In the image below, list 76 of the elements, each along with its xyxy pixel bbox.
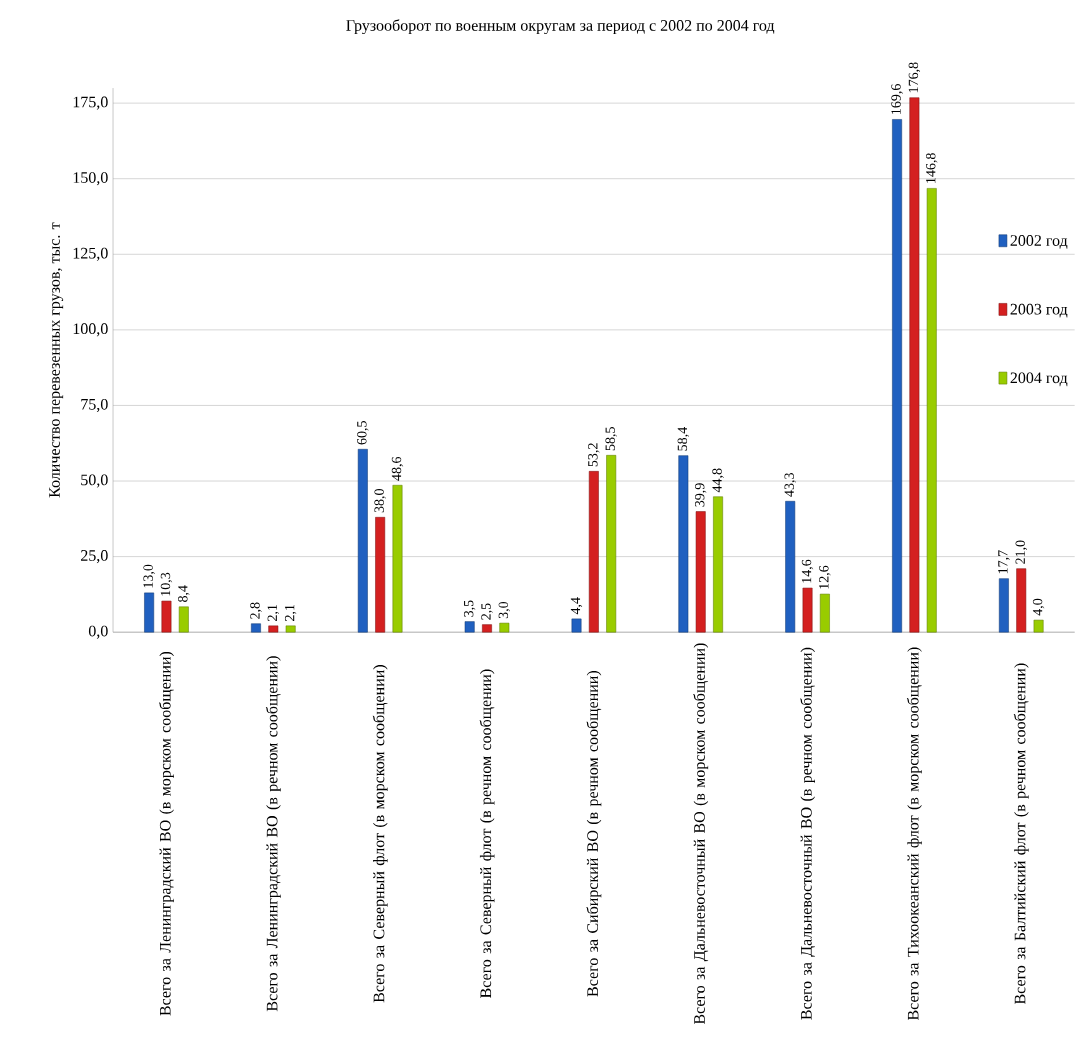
legend-label: 2003 год xyxy=(1010,303,1068,318)
bar xyxy=(482,624,492,633)
bar xyxy=(285,625,296,633)
bar xyxy=(892,119,902,633)
data-label: 14,6 xyxy=(801,559,814,583)
y-axis-title: Количество перевезенных грузов, тыс. т xyxy=(49,222,64,498)
bar xyxy=(357,448,368,633)
y-tick-label: 75,0 xyxy=(81,398,108,412)
bar xyxy=(588,470,599,633)
data-label: 44,8 xyxy=(712,468,724,493)
x-tick-label: Всего за Северный флот (в морском сообщении) xyxy=(372,664,388,1003)
data-label: 146,8 xyxy=(926,152,938,183)
data-label: 2,8 xyxy=(250,602,262,619)
x-tick-label: Всего за Дальневосточный ВО (в речном сообщении) xyxy=(800,647,815,1020)
bar xyxy=(909,97,920,633)
bar xyxy=(606,454,617,633)
bar xyxy=(1033,619,1044,633)
bar xyxy=(819,593,830,633)
data-label: 39,9 xyxy=(694,483,707,507)
y-tick-label: 100,0 xyxy=(73,323,108,337)
y-tick-label: 175,0 xyxy=(73,96,108,110)
chart-title: Грузооборот по военным округам за период с 2002 по 2004 год xyxy=(346,19,775,34)
bar xyxy=(926,187,937,633)
data-label: 38,0 xyxy=(374,488,386,513)
data-label: 21,0 xyxy=(1015,540,1027,564)
data-label: 58,4 xyxy=(677,426,690,451)
bar xyxy=(144,592,155,633)
bar xyxy=(464,621,475,633)
data-label: 4,4 xyxy=(570,597,583,615)
data-label: 58,5 xyxy=(605,426,617,451)
bar xyxy=(251,623,261,633)
data-label: 176,8 xyxy=(908,62,921,93)
x-tick-label: Всего за Тихоокеанский флот (в морском сообщении) xyxy=(906,647,922,1020)
bar xyxy=(268,625,279,633)
bar xyxy=(1016,568,1027,633)
bar xyxy=(499,622,510,633)
legend-label: 2004 год xyxy=(1010,372,1068,387)
data-label: 3,5 xyxy=(463,600,476,617)
data-label: 10,3 xyxy=(160,572,173,596)
bar xyxy=(392,484,403,633)
data-label: 3,0 xyxy=(498,601,511,619)
bar xyxy=(571,618,582,633)
bar xyxy=(785,500,796,633)
x-tick-label: Всего за Балтийский флот (в речном сообщении) xyxy=(1013,663,1029,1004)
bar xyxy=(998,578,1009,633)
data-label: 60,5 xyxy=(357,420,369,445)
x-tick-label: Всего за Ленинградский ВО (в морском сообщении) xyxy=(159,651,174,1016)
bar xyxy=(695,511,706,633)
data-label: 8,4 xyxy=(178,585,190,602)
data-label: 53,2 xyxy=(588,443,600,467)
bar xyxy=(678,455,689,633)
y-tick-label: 25,0 xyxy=(81,549,108,564)
bar xyxy=(161,600,172,633)
data-label: 2,1 xyxy=(284,604,297,621)
legend-label: 2002 год xyxy=(1010,234,1068,249)
data-label: 48,6 xyxy=(391,456,404,481)
y-tick-label: 50,0 xyxy=(81,474,108,488)
data-label: 4,0 xyxy=(1032,598,1045,616)
data-label: 2,1 xyxy=(267,604,280,621)
x-tick-label: Всего за Дальневосточный ВО (в морском сообщении) xyxy=(693,643,709,1024)
x-tick-label: Всего за Ленинградский ВО (в речном сообщении) xyxy=(265,656,281,1012)
bar xyxy=(375,516,386,633)
y-tick-label: 125,0 xyxy=(73,247,108,261)
y-tick-label: 0,0 xyxy=(88,625,108,639)
data-label: 2,5 xyxy=(481,603,493,620)
x-tick-label: Всего за Северный флот (в речном сообщении) xyxy=(479,669,495,998)
bar xyxy=(713,496,723,633)
data-label: 17,7 xyxy=(998,550,1010,574)
data-label: 12,6 xyxy=(819,565,831,589)
bar xyxy=(178,606,189,633)
x-tick-label: Всего за Сибирский ВО (в речном сообщении) xyxy=(586,670,602,997)
y-tick-label: 150,0 xyxy=(73,172,108,186)
data-label: 13,0 xyxy=(143,564,155,588)
data-label: 169,6 xyxy=(891,83,903,114)
bar xyxy=(802,587,813,633)
data-label: 43,3 xyxy=(784,472,796,497)
